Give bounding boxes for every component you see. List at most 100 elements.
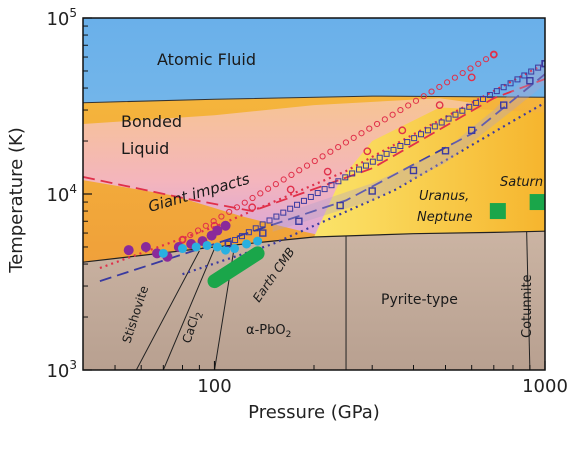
blue-open-squares-point-9	[500, 101, 508, 109]
trail-marker	[500, 84, 507, 91]
blue-open-squares-point-2	[259, 229, 267, 237]
cyan-filled-circles-point-7	[230, 244, 240, 254]
trail-marker	[362, 162, 369, 169]
trail-marker	[383, 150, 390, 157]
label-bonded: Bonded	[121, 112, 182, 131]
trail-marker	[272, 181, 279, 188]
trail-marker	[226, 208, 233, 216]
planet-squares-point-2	[529, 194, 545, 211]
trail-marker	[225, 240, 232, 247]
trail-marker	[296, 167, 303, 174]
x-axis-label: Pressure (GPa)	[248, 402, 380, 423]
label-saturn: Saturn	[500, 175, 543, 190]
trail-marker	[428, 88, 435, 95]
cyan-filled-circles-point-2	[177, 244, 187, 254]
trail-marker	[241, 199, 248, 206]
trail-marker	[273, 213, 280, 220]
trail-marker	[294, 201, 301, 208]
trail-marker	[521, 72, 528, 79]
trail-marker	[287, 205, 294, 212]
trail-marker	[300, 197, 307, 204]
red-open-circles-point-3	[248, 203, 257, 212]
trail-marker	[397, 143, 404, 150]
trail-marker	[475, 60, 482, 67]
phase-boundary-2	[162, 248, 215, 370]
series-purple-filled-circles	[123, 220, 231, 262]
trail-marker	[493, 88, 500, 95]
trail-marker	[389, 111, 396, 118]
series-red-open-circles	[178, 50, 498, 244]
trail-marker	[452, 111, 459, 118]
trail-marker	[436, 83, 443, 91]
trail-marker	[366, 125, 373, 132]
trail-marker	[349, 170, 356, 177]
trail-marker	[507, 80, 514, 87]
trail-marker	[420, 93, 427, 100]
trail-marker	[411, 135, 418, 142]
trail-marker	[390, 146, 397, 153]
model-curve-1	[99, 62, 545, 270]
trail-marker	[418, 131, 425, 138]
trail-marker	[405, 102, 412, 109]
cyan-filled-circles-point-6	[221, 245, 231, 255]
trail-marker	[187, 231, 194, 239]
trail-marker	[321, 186, 328, 193]
model-curves	[83, 57, 545, 289]
cyan-filled-circles-point-8	[242, 239, 252, 249]
label-alpha-pbo2: α-PbO2	[246, 323, 291, 340]
cyan-filled-circles-point-4	[202, 240, 212, 250]
blue-open-squares-point-5	[368, 187, 376, 195]
model-curve-4	[182, 101, 545, 276]
bonded-liquid-boundary	[83, 95, 545, 104]
red-open-circles-point-1	[178, 235, 187, 244]
data-series	[123, 50, 545, 262]
trail-marker	[404, 139, 411, 146]
trail-marker	[245, 229, 252, 236]
phase-boundary-1	[135, 250, 200, 370]
series-planet-squares	[489, 194, 545, 220]
trail-marker	[473, 99, 480, 106]
red-open-circles-point-5	[323, 167, 332, 176]
trail-marker	[314, 190, 321, 197]
cyan-filled-circles-point-3	[191, 242, 201, 252]
trail-marker	[490, 51, 497, 58]
trail-marker	[257, 190, 264, 197]
trail-marker	[467, 65, 474, 72]
trail-marker	[397, 106, 404, 114]
uncertainty-band	[272, 57, 545, 232]
trail-marker	[280, 176, 287, 183]
trail-1	[179, 51, 497, 243]
trail-marker	[210, 218, 217, 225]
red-open-circles-point-8	[435, 101, 444, 109]
trail-marker	[238, 233, 245, 240]
blue-open-squares-point-3	[295, 217, 303, 225]
phase-boundary-5	[526, 231, 531, 370]
trail-marker	[335, 178, 342, 185]
trail-marker	[376, 154, 383, 161]
trail-marker	[328, 182, 335, 189]
trail-marker	[194, 227, 202, 234]
trail-marker	[288, 171, 295, 178]
purple-filled-circles-point-9	[212, 225, 223, 236]
x-tick-label-1000: 1000	[522, 376, 568, 397]
trail-marker	[249, 194, 256, 202]
giant-impacts-region	[83, 98, 472, 237]
y-tick-label-1000: 103	[46, 358, 77, 382]
cyan-filled-circles-point-9	[253, 236, 263, 246]
y-tick-label-10000: 104	[46, 182, 77, 206]
trail-marker	[444, 79, 451, 86]
cyan-filled-circles-point-1	[158, 248, 168, 258]
axis-ticks: 100 1000 103 104 105	[46, 6, 567, 397]
red-open-circles-point-4	[286, 185, 295, 194]
trail-marker	[335, 144, 342, 151]
trail-marker	[514, 76, 521, 83]
label-atomic-fluid: Atomic Fluid	[157, 50, 256, 69]
purple-filled-circles-point-1	[123, 245, 134, 256]
purple-filled-circles-point-10	[220, 220, 231, 231]
trail-marker	[327, 148, 334, 155]
trail-marker	[480, 95, 487, 102]
trail-marker	[350, 134, 357, 141]
label-liquid: Liquid	[121, 139, 169, 158]
